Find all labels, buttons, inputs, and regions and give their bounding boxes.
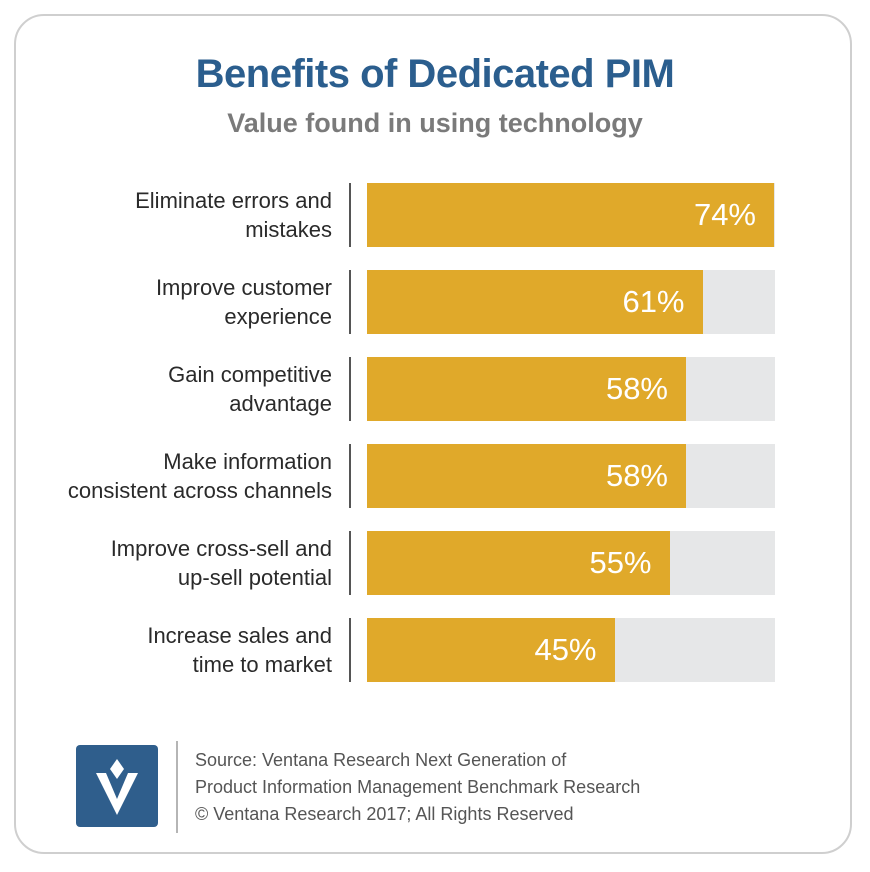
category-label: Improve cross-sell and up-sell potential: [30, 534, 332, 592]
axis-line: [349, 357, 351, 421]
ventana-logo-icon: [76, 745, 158, 827]
bar: 45%: [367, 618, 615, 682]
category-label-line: experience: [224, 304, 332, 329]
bar: 74%: [367, 183, 774, 247]
axis-line: [349, 618, 351, 682]
category-label-line: consistent across channels: [67, 478, 332, 503]
category-label-line: up-sell potential: [177, 565, 332, 590]
category-label-line: Improve cross-sell and: [110, 536, 332, 561]
footer-divider: [176, 741, 178, 833]
bar-value-label: 45%: [534, 632, 597, 667]
source-line-2: Product Information Management Benchmark…: [195, 777, 641, 797]
copyright-line: © Ventana Research 2017; All Rights Rese…: [195, 804, 574, 824]
axis-line: [349, 531, 351, 595]
bar-value-label: 61%: [622, 284, 685, 319]
category-label: Increase sales and time to market: [30, 621, 332, 679]
category-label-line: Improve customer: [155, 275, 332, 300]
chart-card: [14, 14, 852, 854]
category-label: Eliminate errors and mistakes: [30, 186, 332, 244]
bar-value-label: 55%: [589, 545, 652, 580]
bar-value-label: 58%: [605, 458, 668, 493]
category-label-line: advantage: [229, 391, 332, 416]
category-label-line: mistakes: [245, 217, 332, 242]
category-label-line: Eliminate errors and: [135, 188, 332, 213]
category-label-line: time to market: [192, 652, 332, 677]
bar: 55%: [367, 531, 670, 595]
bar-value-label: 58%: [605, 371, 668, 406]
bar: 58%: [367, 357, 686, 421]
chart-subtitle: Value found in using technology: [227, 108, 643, 138]
chart-title: Benefits of Dedicated PIM: [195, 52, 675, 96]
category-label-line: Gain competitive: [168, 362, 332, 387]
axis-line: [349, 444, 351, 508]
category-label-line: Increase sales and: [147, 623, 332, 648]
category-label: Make information consistent across channe…: [30, 447, 332, 505]
bar: 58%: [367, 444, 686, 508]
axis-line: [349, 183, 351, 247]
bar: 61%: [367, 270, 703, 334]
source-line-1: Source: Ventana Research Next Generation…: [195, 750, 567, 770]
category-label: Gain competitive advantage: [30, 360, 332, 418]
bar-value-label: 74%: [693, 197, 756, 232]
category-label-line: Make information: [163, 449, 332, 474]
category-label: Improve customer experience: [30, 273, 332, 331]
axis-line: [349, 270, 351, 334]
